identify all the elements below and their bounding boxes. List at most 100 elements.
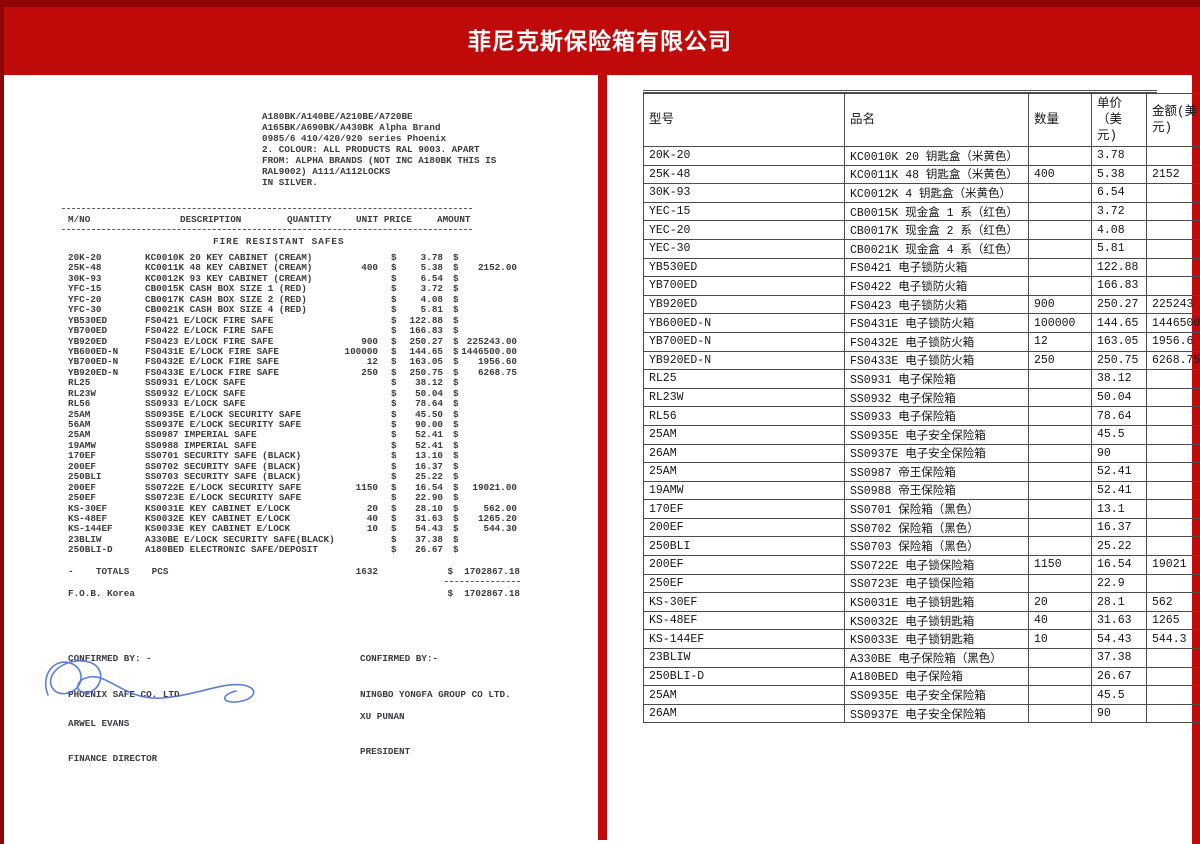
invoice-row: 25K-48 KC0011K 48 KEY CABINET (CREAM) 40… [68, 262, 520, 274]
invoice-mno: YFC-15 [68, 283, 102, 295]
cell-quantity [1028, 424, 1092, 445]
invoice-row: YB700ED FS0422 E/LOCK FIRE SAFE $166.83 … [68, 325, 520, 336]
invoice-amount: $ [453, 294, 517, 305]
invoice-description: CB0017K CASH BOX SIZE 2 (RED) [145, 293, 307, 305]
cell-unit-price: 5.81 [1091, 238, 1147, 259]
cell-unit-price: 31.63 [1091, 610, 1147, 631]
summary-row: YB700ED FS0422 电子锁防火箱 166.83 [643, 276, 1200, 296]
invoice-mno: YFC-20 [68, 293, 102, 305]
cell-name: A180BED 电子保险箱 [844, 666, 1029, 687]
invoice-amount: $ [453, 314, 517, 326]
invoice-note-line: RAL9002) A111/A112LOCKS [262, 166, 391, 177]
cell-model: YB700ED [643, 276, 845, 296]
cell-quantity [1028, 257, 1092, 278]
invoice-mno: KS-48EF [68, 512, 108, 524]
confirmed-by-label: CONFIRMED BY: - [68, 653, 152, 664]
currency-symbol: $ [391, 512, 397, 524]
summary-row: 26AM SS0937E 电子安全保险箱 90 [643, 443, 1200, 464]
invoice-mno: 250EF [68, 492, 96, 504]
invoice-amount: $ [453, 304, 517, 315]
currency-symbol: $ [453, 544, 459, 556]
summary-row: 25AM SS0935E 电子安全保险箱 45.5 [643, 685, 1200, 705]
summary-row: RL25 SS0931 电子保险箱 38.12 [643, 369, 1200, 389]
invoice-notes: A180BK/A140BE/A210BE/A720BE A165BK/A690BK… [262, 111, 496, 188]
cell-unit-price: 90 [1091, 703, 1147, 724]
invoice-amount: $19021.00 [453, 481, 517, 493]
invoice-unit-price: $163.05 [391, 356, 443, 368]
col-header-amount: AMOUNT [437, 214, 471, 225]
invoice-description: SS0988 IMPERIAL SAFE [145, 439, 257, 451]
cell-model: RL23W [643, 387, 845, 408]
invoice-amount: $ [453, 461, 517, 472]
invoice-row: 19AMW SS0988 IMPERIAL SAFE $52.41 $ [68, 439, 520, 451]
invoice-quantity: 900 [361, 335, 378, 347]
cell-name: SS0931 电子保险箱 [844, 369, 1029, 389]
cell-model: 170EF [643, 499, 845, 519]
cell-model: KS-144EF [643, 629, 845, 650]
invoice-mno: RL56 [68, 398, 91, 410]
cell-quantity [1028, 443, 1092, 464]
currency-symbol: $ [453, 283, 459, 295]
cell-quantity [1028, 573, 1092, 594]
cell-quantity: 100000 [1028, 313, 1092, 333]
currency-symbol: $ [391, 533, 397, 545]
cell-amount: 544.3 [1146, 629, 1200, 650]
cell-quantity [1028, 462, 1092, 482]
invoice-quantity [321, 378, 378, 388]
invoice-column-headers: M/NO DESCRIPTION QUANTITY UNIT PRICE AMO… [4, 214, 598, 226]
invoice-amount: $ [453, 544, 517, 556]
invoice-amount: $ [453, 450, 517, 461]
currency-symbol: $ [453, 314, 459, 326]
invoice-row: YB700ED-N FS0432E E/LOCK FIRE SAFE 12 $1… [68, 356, 520, 368]
invoice-unit-price: $50.04 [391, 387, 443, 399]
cell-name: KC0011K 48 钥匙盒（米黄色） [844, 164, 1029, 185]
currency-symbol: $ [391, 439, 397, 451]
cell-name: SS0935E 电子安全保险箱 [844, 685, 1029, 705]
currency-symbol: $ [391, 304, 397, 316]
cell-unit-price: 16.37 [1091, 517, 1147, 538]
invoice-mno: 56AM [68, 419, 91, 430]
cell-model: KS-48EF [643, 610, 845, 631]
fob-amount: $ 1702867.18 [447, 588, 520, 599]
cell-quantity [1028, 685, 1092, 705]
header-unit-price: 单价（美元) [1091, 93, 1147, 147]
cell-amount [1146, 499, 1200, 519]
cell-unit-price: 3.78 [1091, 146, 1147, 166]
invoice-unit-price: $52.41 [391, 439, 443, 451]
cell-quantity: 400 [1028, 164, 1092, 185]
cell-model: 250BLI-D [643, 666, 845, 687]
invoice-mno: 25K-48 [68, 262, 102, 274]
summary-row: 250BLI-D A180BED 电子保险箱 26.67 [643, 666, 1200, 687]
col-header-unit-price: UNIT PRICE [356, 214, 412, 225]
invoice-unit-price: $3.72 [391, 283, 443, 295]
invoice-mno: 23BLIW [68, 533, 102, 545]
invoice-quantity [321, 535, 378, 545]
currency-symbol: $ [391, 471, 397, 483]
cell-name: A330BE 电子保险箱（黑色） [844, 648, 1029, 668]
invoice-description: SS0987 IMPERIAL SAFE [145, 429, 257, 441]
cell-name: KS0031E 电子锁钥匙箱 [844, 592, 1029, 612]
summary-row: 170EF SS0701 保险箱（黑色） 13.1 [643, 499, 1200, 519]
invoice-amount: $562.00 [453, 502, 517, 514]
totals-label: - TOTALS PCS [68, 566, 169, 577]
currency-symbol: $ [391, 387, 397, 399]
cell-unit-price: 54.43 [1091, 629, 1147, 650]
col-header-mno: M/NO [68, 214, 91, 225]
invoice-quantity: 40 [366, 512, 378, 524]
invoice-note-line: A165BK/A690BK/A430BK Alpha Brand [262, 122, 441, 133]
invoice-amount: $ [453, 409, 517, 420]
summary-row: KS-30EF KS0031E 电子锁钥匙箱 20 28.1 562 [643, 592, 1200, 612]
currency-symbol: $ [391, 502, 397, 514]
invoice-section-title: FIRE RESISTANT SAFES [213, 236, 345, 247]
invoice-quantity [321, 420, 378, 430]
invoice-mno: KS-30EF [68, 502, 108, 514]
summary-row: YEC-15 CB0015K 现金盒 1 系（红色） 3.72 [643, 201, 1200, 222]
invoice-description: KS0032E KEY CABINET E/LOCK [145, 512, 291, 524]
header-name: 品名 [844, 93, 1029, 147]
summary-row: 250BLI SS0703 保险箱（黑色） 25.22 [643, 536, 1200, 557]
currency-symbol: $ [453, 481, 459, 493]
cell-amount [1146, 201, 1200, 222]
summary-row: 200EF SS0702 保险箱（黑色） 16.37 [643, 517, 1200, 538]
currency-symbol: $ [391, 408, 397, 420]
confirmed-by-company: PHOENIX SAFE CO. LTD [68, 689, 180, 700]
